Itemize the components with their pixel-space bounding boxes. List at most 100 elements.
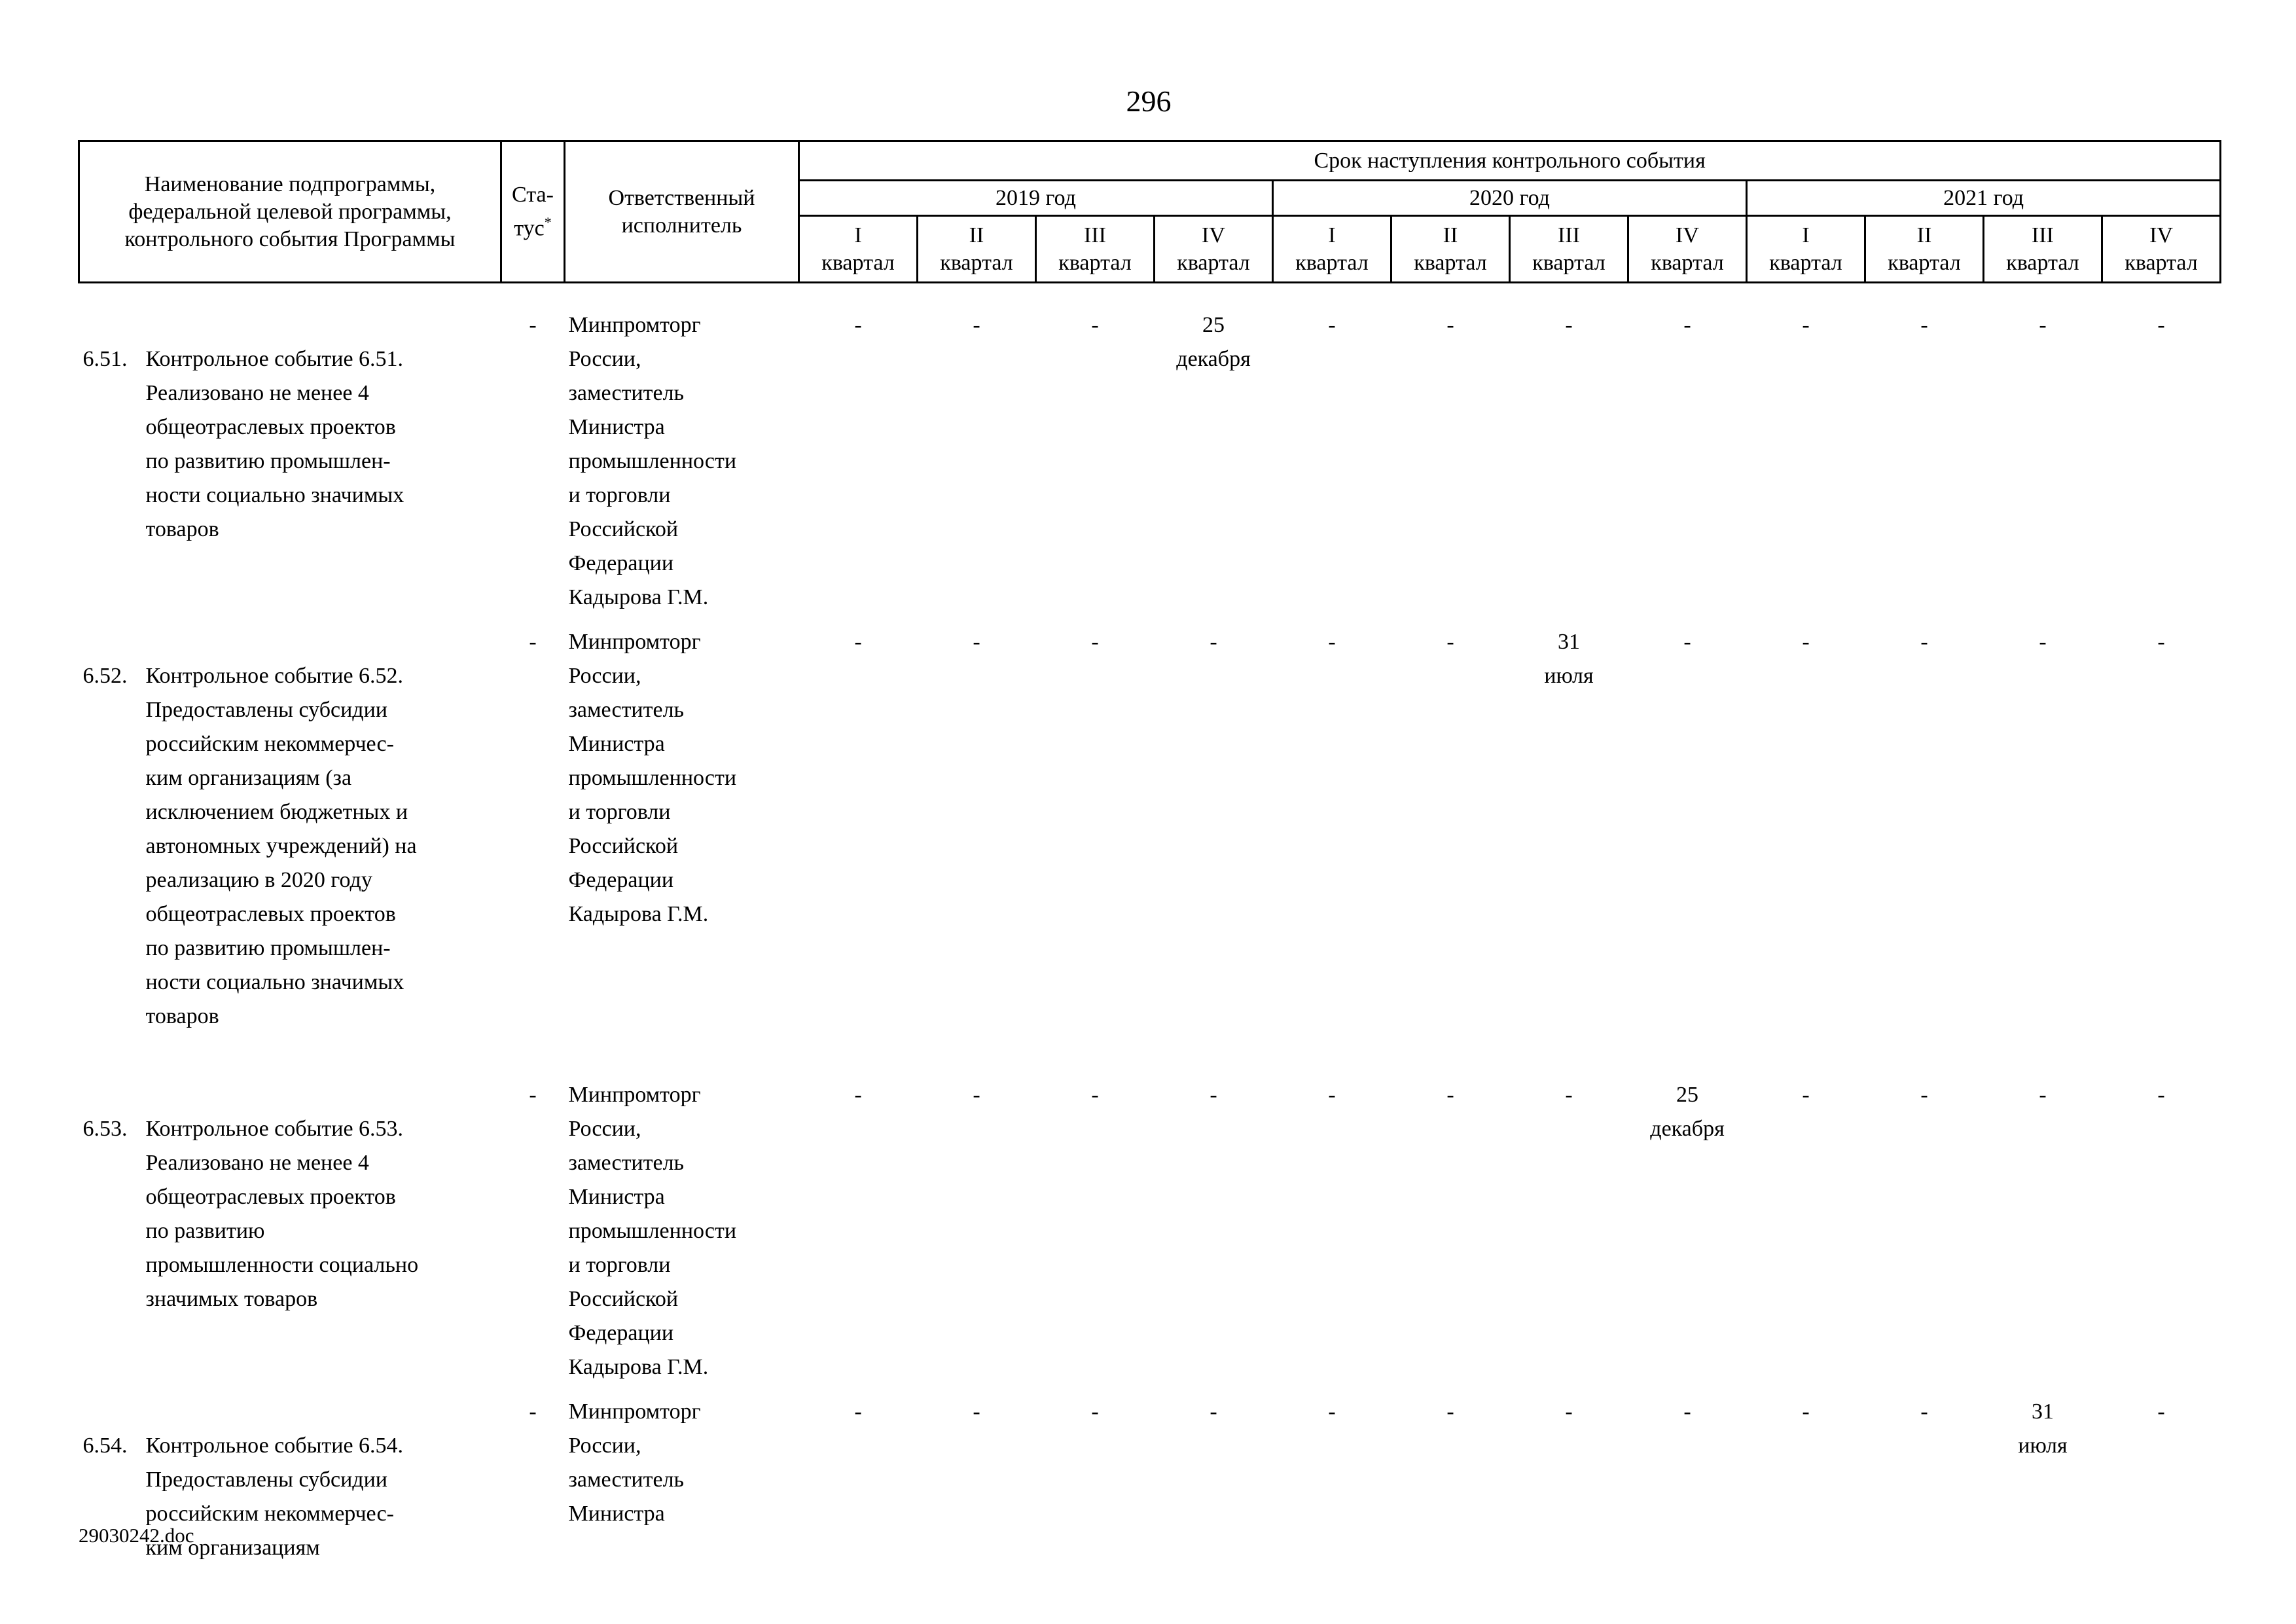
- row-status: -: [529, 1083, 537, 1107]
- quarter-cell: -: [2039, 1083, 2047, 1107]
- document-filename: 29030242.doc: [79, 1524, 194, 1547]
- row-number: 6.54.: [82, 1434, 128, 1458]
- header-quarter: II квартал: [916, 215, 1037, 283]
- header-quarter: I квартал: [798, 215, 918, 283]
- name-cell: 6.53. Контрольное событие 6.53. Реализов…: [79, 1078, 501, 1395]
- document-table: Наименование подпрограммы, федеральной ц…: [78, 140, 2222, 1610]
- name-cell: 6.54. Контрольное событие 6.54. Предоста…: [79, 1395, 501, 1610]
- header-quarter: II квартал: [1864, 215, 1984, 283]
- quarter-cell: -: [1328, 313, 1336, 337]
- quarter-cell: -: [1683, 313, 1691, 337]
- quarter-cell: -: [1920, 1399, 1928, 1424]
- quarter-cell: -: [854, 630, 862, 654]
- header-quarter: III квартал: [1509, 215, 1629, 283]
- quarter-cell: -: [1802, 1399, 1810, 1424]
- quarter-cell: -: [1565, 1083, 1573, 1107]
- quarter-cell: -: [2157, 1399, 2165, 1424]
- table-row: 6.53. Контрольное событие 6.53. Реализов…: [79, 1078, 2221, 1395]
- quarter-cell: -: [1446, 630, 1454, 654]
- row-number: 6.53.: [82, 1117, 128, 1141]
- header-year-2020: 2020 год: [1272, 179, 1748, 217]
- quarter-cell: -: [1565, 1399, 1573, 1424]
- row-status: -: [529, 630, 537, 654]
- header-quarter: III квартал: [1035, 215, 1155, 283]
- row-status: -: [529, 313, 537, 337]
- quarter-cell: -: [1920, 630, 1928, 654]
- quarter-cell: -: [2039, 313, 2047, 337]
- quarter-cell: -: [1802, 630, 1810, 654]
- quarter-cell: 25 декабря: [1650, 1083, 1725, 1141]
- row-status: -: [529, 1399, 537, 1424]
- quarter-cell: -: [973, 630, 980, 654]
- header-quarter: I квартал: [1272, 215, 1392, 283]
- quarter-cell: 31 июля: [2018, 1399, 2068, 1458]
- quarter-cell: -: [854, 1083, 862, 1107]
- quarter-cell: -: [1683, 1399, 1691, 1424]
- quarter-cell: -: [1091, 1399, 1099, 1424]
- header-row-quarters: I квартал II квартал III квартал IV квар…: [79, 215, 2222, 283]
- table-header: Наименование подпрограммы, федеральной ц…: [78, 140, 2222, 283]
- header-deadline-col: Срок наступления контрольного события: [797, 140, 2222, 181]
- header-quarter: I квартал: [1746, 215, 1866, 283]
- header-status-col: Ста- тус*: [500, 140, 565, 283]
- quarter-cell: -: [1328, 1083, 1336, 1107]
- header-status-label: Ста- тус: [512, 182, 554, 241]
- quarter-cell: -: [1446, 1399, 1454, 1424]
- header-row-1: Наименование подпрограммы, федеральной ц…: [78, 140, 2222, 283]
- quarter-cell: -: [1091, 630, 1099, 654]
- quarter-cell: -: [973, 1399, 980, 1424]
- quarter-cell: -: [1683, 630, 1691, 654]
- quarter-cell: -: [1210, 1399, 1217, 1424]
- quarter-cell: -: [1328, 630, 1336, 654]
- header-status-footnote-marker: *: [544, 213, 552, 230]
- quarter-cell: 31 июля: [1544, 630, 1594, 688]
- header-quarter: II квартал: [1390, 215, 1511, 283]
- quarter-cell: -: [1802, 1083, 1810, 1107]
- quarter-cell: -: [2157, 630, 2165, 654]
- table-row: 6.52. Контрольное событие 6.52. Предоста…: [79, 625, 2221, 1078]
- row-executor: Минпромторг России, заместитель Министра: [568, 1399, 701, 1526]
- table-row: 6.54. Контрольное событие 6.54. Предоста…: [79, 1395, 2221, 1610]
- quarter-cell: -: [2157, 1083, 2165, 1107]
- quarter-cell: -: [1920, 313, 1928, 337]
- quarter-cell: -: [1446, 1083, 1454, 1107]
- row-name: Контрольное событие 6.53. Реализовано не…: [145, 1117, 419, 1311]
- quarter-cell: -: [854, 1399, 862, 1424]
- name-cell: 6.51. Контрольное событие 6.51. Реализов…: [79, 283, 501, 626]
- name-cell: 6.52. Контрольное событие 6.52. Предоста…: [79, 625, 501, 1078]
- quarter-cell: -: [973, 313, 980, 337]
- quarter-cell: -: [2039, 630, 2047, 654]
- row-name: Контрольное событие 6.52. Предоставлены …: [145, 664, 417, 1028]
- quarter-cell: -: [854, 313, 862, 337]
- quarter-cell: -: [1802, 313, 1810, 337]
- quarter-cell: -: [2157, 313, 2165, 337]
- table-body: 6.51. Контрольное событие 6.51. Реализов…: [79, 283, 2221, 1610]
- header-quarter: III квартал: [1982, 215, 2103, 283]
- row-name: Контрольное событие 6.51. Реализовано не…: [145, 347, 404, 541]
- row-name: Контрольное событие 6.54. Предоставлены …: [145, 1434, 404, 1560]
- header-name-col: Наименование подпрограммы, федеральной ц…: [78, 140, 502, 283]
- quarter-cell: -: [1446, 313, 1454, 337]
- row-number: 6.52.: [82, 664, 128, 688]
- table-row: 6.51. Контрольное событие 6.51. Реализов…: [79, 283, 2221, 626]
- header-year-2019: 2019 год: [798, 179, 1274, 217]
- row-executor: Минпромторг России, заместитель Министра…: [568, 630, 737, 926]
- header-quarter: IV квартал: [2100, 215, 2222, 283]
- row-executor: Минпромторг России, заместитель Министра…: [568, 313, 737, 609]
- quarter-cell: -: [1091, 1083, 1099, 1107]
- header-executor-col: Ответственный исполнитель: [564, 140, 800, 283]
- quarter-cell: -: [973, 1083, 980, 1107]
- quarter-cell: -: [1091, 313, 1099, 337]
- quarter-cell: -: [1210, 630, 1217, 654]
- quarter-cell: -: [1920, 1083, 1928, 1107]
- header-year-2021: 2021 год: [1745, 179, 2222, 217]
- quarter-cell: -: [1328, 1399, 1336, 1424]
- quarter-cell: -: [1210, 1083, 1217, 1107]
- page-number: 296: [1126, 84, 1172, 118]
- header-quarter: IV квартал: [1627, 215, 1748, 283]
- quarter-cell: -: [1565, 313, 1573, 337]
- row-executor: Минпромторг России, заместитель Министра…: [568, 1083, 737, 1379]
- row-number: 6.51.: [82, 347, 128, 371]
- header-quarter: IV квартал: [1153, 215, 1274, 283]
